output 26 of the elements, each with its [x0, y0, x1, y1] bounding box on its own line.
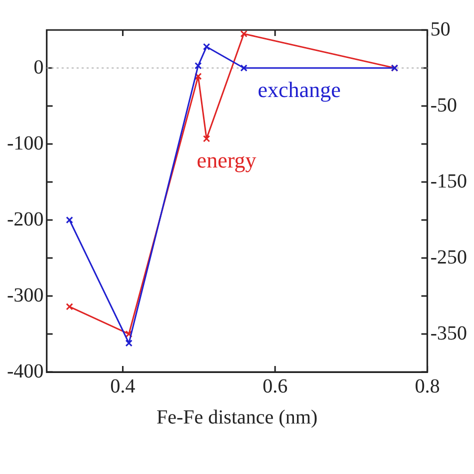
- point: [66, 216, 74, 224]
- point: [66, 303, 74, 310]
- series-label: exchange: [258, 76, 341, 102]
- y-tick-label: -300: [6, 284, 44, 306]
- x-tick-label: 0.8: [414, 375, 440, 398]
- y2-tick-label: 50: [430, 18, 450, 40]
- point: [240, 64, 248, 72]
- point: [202, 43, 210, 50]
- x-tick-label: 0.6: [262, 375, 288, 398]
- y-tick-label: -200: [6, 208, 44, 230]
- point: [125, 340, 132, 347]
- point: [202, 135, 210, 142]
- y-tick-label: -400: [6, 360, 44, 382]
- y2-tick-label: -150: [430, 170, 468, 192]
- x-axis-title: Fe-Fe distance (nm): [156, 406, 318, 428]
- y2-tick-label: -250: [430, 246, 468, 268]
- x-tick-label: 0.4: [110, 375, 136, 398]
- point: [240, 30, 248, 38]
- y-tick-label: 0: [34, 56, 44, 78]
- y2-tick-label: -50: [430, 94, 458, 116]
- series-label: energy: [196, 147, 256, 172]
- point: [125, 330, 132, 338]
- point: [194, 62, 202, 70]
- point: [194, 72, 202, 80]
- y-tick-label: -100: [6, 132, 44, 154]
- y2-tick-label: -350: [430, 322, 468, 344]
